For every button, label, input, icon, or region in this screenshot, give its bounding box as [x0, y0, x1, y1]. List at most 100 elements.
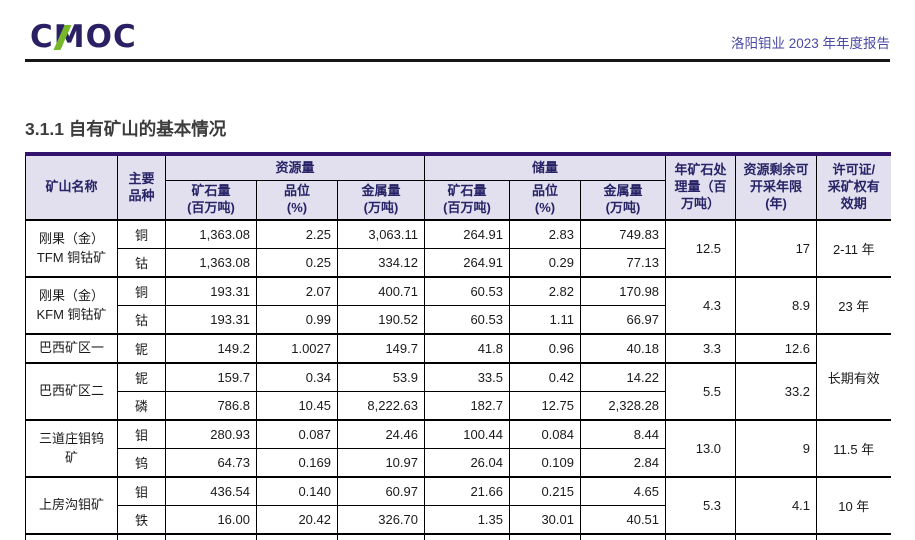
mine-name-cell: 上房沟钼矿 — [25, 476, 118, 535]
res-metal-cell: 60.97 — [337, 476, 425, 506]
license-cell: 2-11 年 — [816, 219, 891, 278]
col-header-license: 许可证/ 采矿权有 效期 — [816, 153, 891, 221]
report-header-title: 洛阳钼业 2023 年年度报告 — [730, 36, 890, 51]
col-header-remaining-years: 资源剩余可 开采年限 (年) — [735, 153, 818, 221]
res-grade-cell: 10.45 — [256, 391, 338, 421]
table-row: 钴 1,363.08 0.25 334.12 264.91 0.29 77.13 — [26, 248, 891, 278]
variety-cell: 铁 — [117, 505, 166, 535]
col-header-res-grade: 品位 (%) — [256, 180, 338, 221]
res-ore-cell: 436.54 — [165, 476, 257, 506]
res-grade-cell: 2.25 — [256, 219, 338, 249]
col-header-res-ore: 矿石量 (百万吨) — [165, 180, 257, 221]
cmoc-logo: CMOC — [30, 18, 137, 56]
res-metal-cell: 334.12 — [337, 248, 425, 278]
license-cell: 21 年 — [816, 533, 891, 540]
annual-throughput-cell: 4.3 — [665, 276, 737, 335]
col-header-res-metal: 金属量 (万吨) — [337, 180, 425, 221]
variety-cell: 钼 — [117, 533, 166, 540]
rsv-grade-cell: 0.29 — [509, 248, 581, 278]
table-row: 刚果（金） KFM 铜钴矿 铜 193.31 2.07 400.71 60.53… — [25, 276, 891, 335]
mines-table: 矿山名称 主要 品种 资源量 储量 年矿石处 理量（百 万吨） 资源剩余可 开采… — [25, 152, 891, 540]
res-metal-cell: 8,222.63 — [337, 391, 425, 421]
rsv-ore-cell: 182.7 — [424, 391, 510, 421]
col-header-reserves-group: 储量 — [423, 153, 667, 181]
mine-name-cell: 巴西矿区一 — [25, 333, 118, 364]
res-grade-cell: 1.0027 — [256, 333, 338, 364]
variety-cell: 铌 — [117, 333, 166, 364]
remaining-years-cell: 17 — [735, 219, 818, 278]
rsv-metal-cell: 14.22 — [579, 362, 667, 392]
variety-cell: 钴 — [117, 248, 166, 278]
variety-cell: 钼 — [117, 419, 166, 449]
col-header-mine-name: 矿山名称 — [25, 153, 118, 221]
rsv-grade-cell: 2.83 — [509, 219, 581, 249]
rsv-ore-cell: 21.66 — [424, 476, 510, 506]
license-cell: 11.5 年 — [816, 419, 891, 478]
logo-text: CMOC — [30, 19, 137, 55]
table-row: 上房沟钼矿 钼 436.54 0.140 60.97 21.66 0.215 4… — [25, 476, 891, 535]
res-ore-cell: 280.93 — [165, 419, 257, 449]
res-ore-cell: 149.2 — [165, 333, 257, 364]
res-grade-cell: 0.140 — [256, 476, 338, 506]
annual-throughput-cell: 5.3 — [665, 476, 737, 535]
res-ore-cell: 1,363.08 — [165, 219, 257, 249]
license-cell: 长期有效 — [816, 333, 891, 421]
rsv-grade-cell: 0.42 — [509, 362, 581, 392]
col-header-rsv-metal: 金属量 (万吨) — [579, 180, 666, 221]
res-metal-cell: 50.82 — [337, 533, 425, 540]
header-divider — [25, 59, 890, 62]
rsv-metal-cell: 2.84 — [579, 448, 667, 478]
rsv-metal-cell: 4.65 — [579, 476, 667, 506]
rsv-grade-cell: 0.109 — [509, 448, 581, 478]
res-metal-cell: 53.9 — [337, 362, 425, 392]
variety-cell: 铜 — [117, 219, 166, 249]
rsv-grade-cell: 2.82 — [509, 276, 581, 306]
rsv-grade-cell: 0.96 — [509, 333, 581, 364]
rsv-grade-cell: 0.215 — [509, 476, 581, 506]
rsv-ore-cell: 26.04 — [424, 448, 510, 478]
variety-cell: 钼 — [117, 476, 166, 506]
rsv-ore-cell: 264.91 — [424, 248, 510, 278]
mine-name-cell: 三道庄钼钨 矿 — [25, 419, 118, 478]
license-cell: 10 年 — [816, 476, 891, 535]
rsv-grade-cell: 1.11 — [509, 305, 581, 335]
rsv-metal-cell: 19.68 — [579, 533, 667, 540]
res-ore-cell: 64.73 — [165, 448, 257, 478]
table-header: 矿山名称 主要 品种 资源量 储量 年矿石处 理量（百 万吨） 资源剩余可 开采… — [25, 153, 891, 221]
annual-throughput-cell: 13.0 — [665, 419, 737, 478]
res-ore-cell: 1,363.08 — [165, 248, 257, 278]
col-header-annual-throughput: 年矿石处 理量（百 万吨） — [665, 153, 737, 221]
res-grade-cell: 2.07 — [256, 276, 338, 306]
rsv-ore-cell: 1.35 — [424, 505, 510, 535]
mine-name-cell: 刚果（金） KFM 铜钴矿 — [25, 276, 118, 335]
remaining-years-cell: 33.2 — [735, 362, 818, 421]
rsv-metal-cell: 40.18 — [579, 333, 667, 364]
annual-throughput-cell: 5.5 — [665, 362, 737, 421]
table-row: 刚果（金） TFM 铜钴矿 铜 1,363.08 2.25 3,063.11 2… — [25, 219, 891, 278]
res-grade-cell: 0.087 — [256, 419, 338, 449]
rsv-ore-cell: 141.58 — [424, 533, 510, 540]
table-body: 刚果（金） TFM 铜钴矿 铜 1,363.08 2.25 3,063.11 2… — [25, 219, 891, 540]
rsv-ore-cell: 60.53 — [424, 276, 510, 306]
variety-cell: 钨 — [117, 448, 166, 478]
table-header-row-sub: 矿石量 (百万吨) 品位 (%) 金属量 (万吨) 矿石量 (百万吨) 品位 (… — [26, 180, 891, 221]
variety-cell: 钴 — [117, 305, 166, 335]
res-metal-cell: 3,063.11 — [337, 219, 425, 249]
rsv-metal-cell: 40.51 — [579, 505, 667, 535]
rsv-metal-cell: 170.98 — [579, 276, 667, 306]
annual-throughput-cell: 3.3 — [665, 333, 737, 364]
table-header-row-groups: 矿山名称 主要 品种 资源量 储量 年矿石处 理量（百 万吨） 资源剩余可 开采… — [25, 153, 891, 221]
res-ore-cell: 193.31 — [165, 305, 257, 335]
annual-throughput-cell: / — [665, 533, 737, 540]
col-header-variety: 主要 品种 — [117, 153, 166, 221]
rsv-grade-cell: 0.084 — [509, 419, 581, 449]
res-ore-cell: 16.00 — [165, 505, 257, 535]
col-header-rsv-ore: 矿石量 (百万吨) — [424, 180, 510, 221]
table-row: 东戈壁钼矿 钼 441 0.115 50.82 141.58 0.139 19.… — [25, 533, 891, 540]
res-grade-cell: 0.99 — [256, 305, 338, 335]
license-cell: 23 年 — [816, 276, 891, 335]
table-row: 铁 16.00 20.42 326.70 1.35 30.01 40.51 — [26, 505, 891, 535]
rsv-ore-cell: 60.53 — [424, 305, 510, 335]
res-ore-cell: 441 — [165, 533, 257, 540]
